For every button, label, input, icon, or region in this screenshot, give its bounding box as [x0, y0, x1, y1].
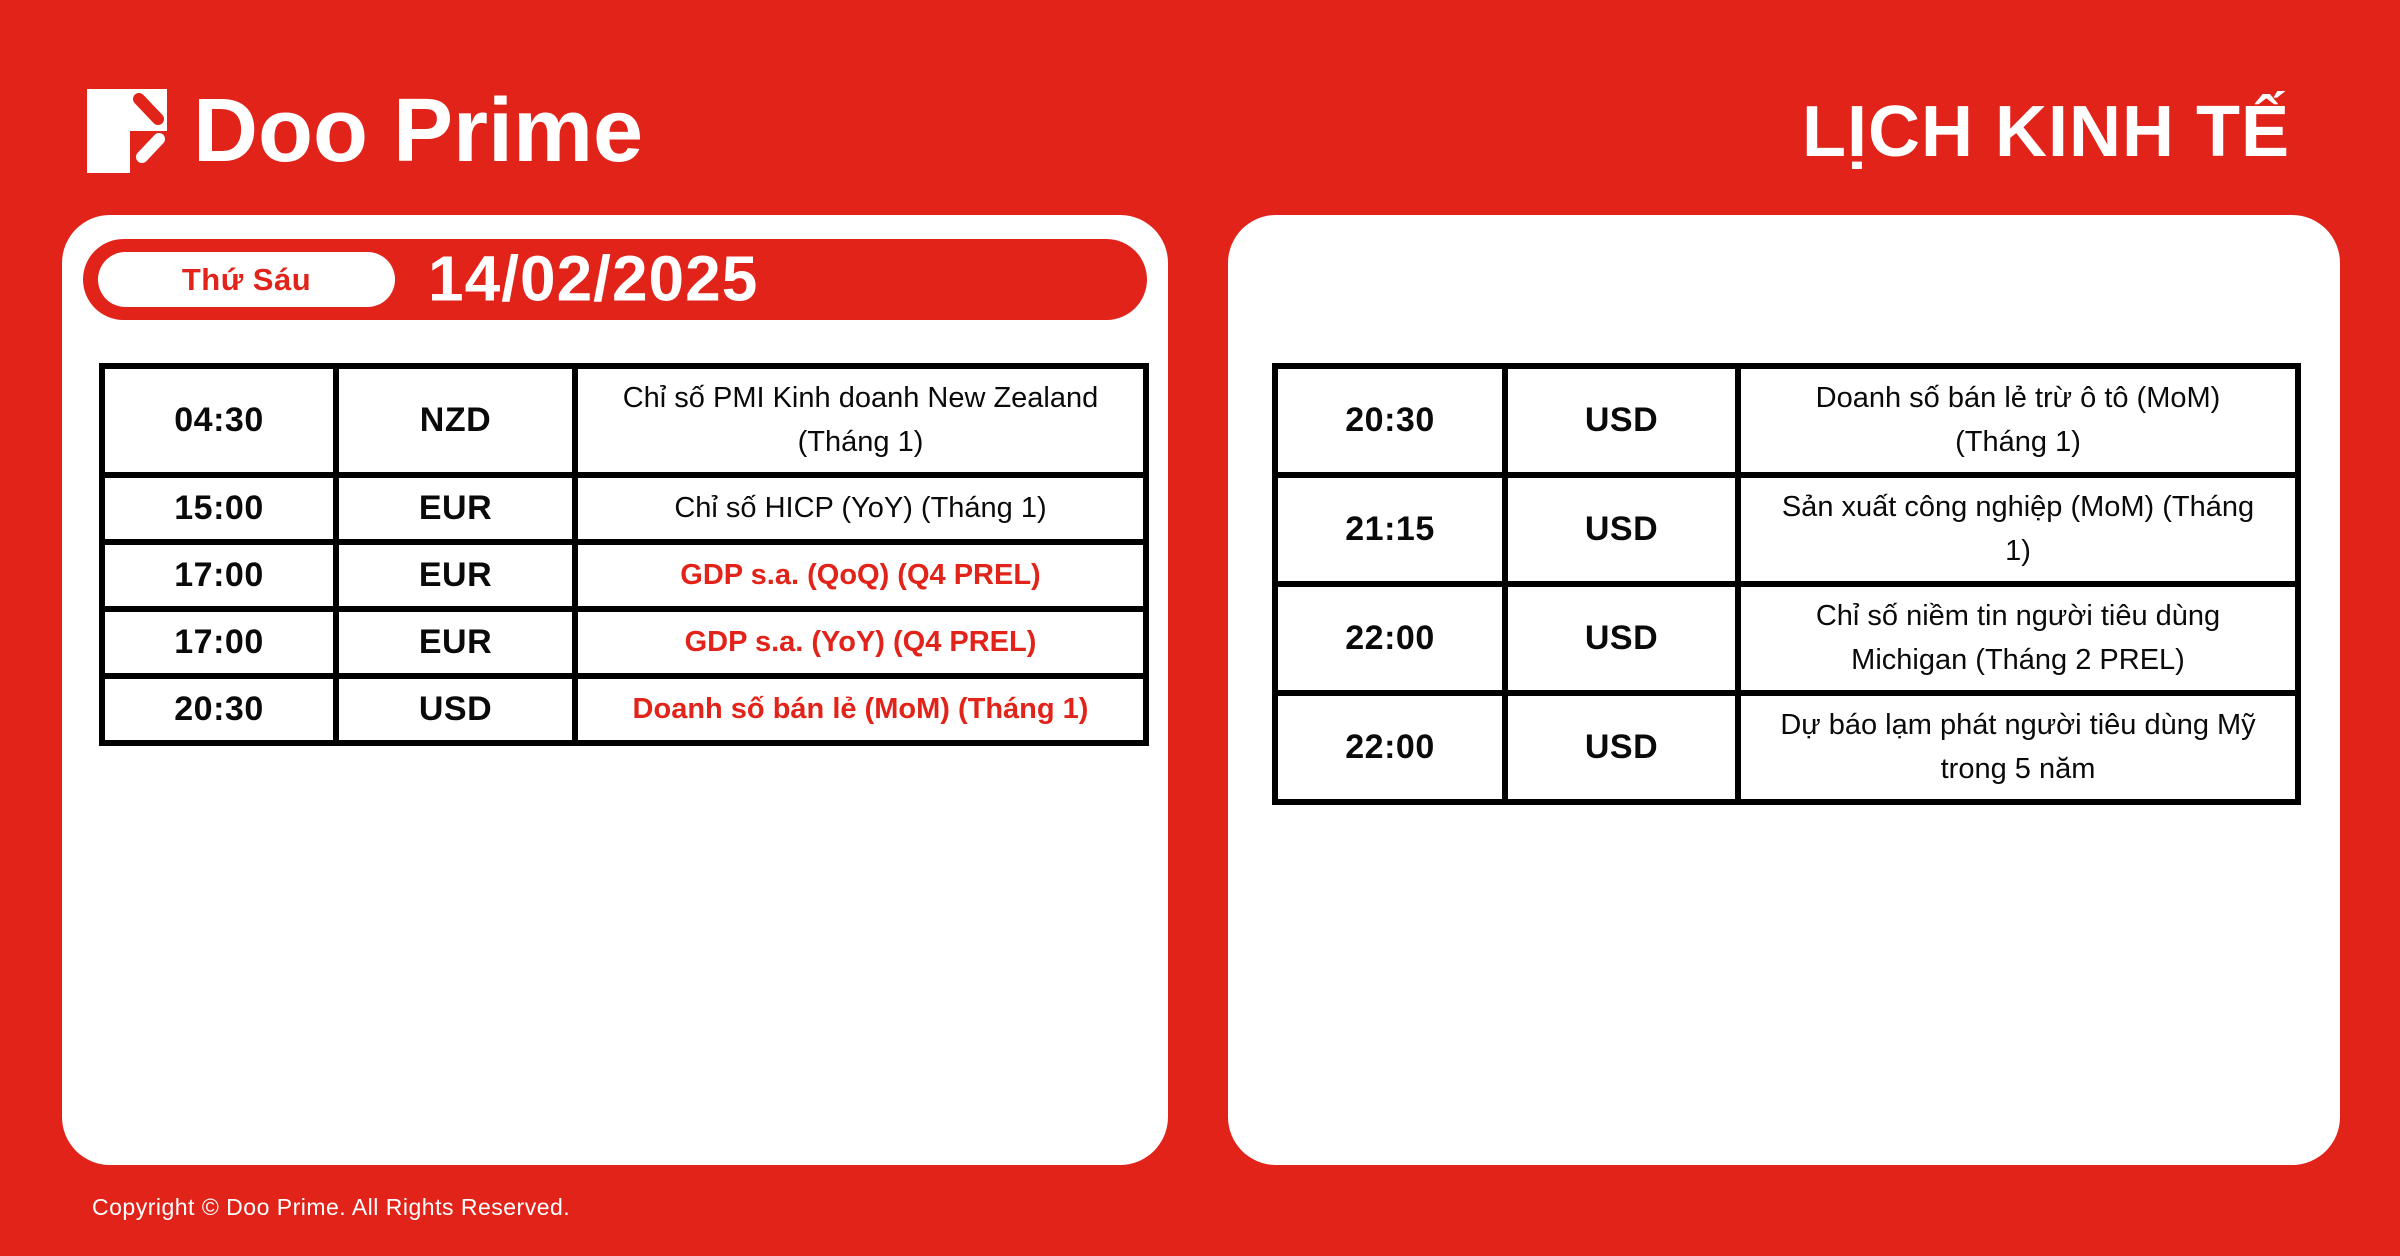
table-row: 17:00 EUR GDP s.a. (YoY) (Q4 PREL) — [99, 606, 1149, 679]
event-cell: GDP s.a. (YoY) (Q4 PREL) — [572, 606, 1149, 679]
time-cell: 22:00 — [1272, 581, 1508, 696]
table-row: 20:30 USD Doanh số bán lẻ (MoM) (Tháng 1… — [99, 673, 1149, 746]
copyright-text: Copyright © Doo Prime. All Rights Reserv… — [92, 1194, 571, 1220]
table-row: 22:00 USD Dự báo lạm phát người tiêu dùn… — [1272, 690, 2301, 805]
table-row: 17:00 EUR GDP s.a. (QoQ) (Q4 PREL) — [99, 539, 1149, 612]
left-events-table: 04:30 NZD Chỉ số PMI Kinh doanh New Zeal… — [99, 363, 1149, 746]
event-cell: Chỉ số HICP (YoY) (Tháng 1) — [572, 472, 1149, 545]
currency-cell: USD — [1502, 690, 1741, 805]
time-cell: 17:00 — [99, 539, 339, 612]
table-row: 15:00 EUR Chỉ số HICP (YoY) (Tháng 1) — [99, 472, 1149, 545]
event-cell: Chỉ số niềm tin người tiêu dùng Michigan… — [1735, 581, 2301, 696]
event-cell: Doanh số bán lẻ trừ ô tô (MoM) (Tháng 1) — [1735, 363, 2301, 478]
table-row: 20:30 USD Doanh số bán lẻ trừ ô tô (MoM)… — [1272, 363, 2301, 478]
currency-cell: EUR — [333, 472, 578, 545]
table-row: 21:15 USD Sản xuất công nghiệp (MoM) (Th… — [1272, 472, 2301, 587]
currency-cell: USD — [1502, 363, 1741, 478]
event-cell: Doanh số bán lẻ (MoM) (Tháng 1) — [572, 673, 1149, 746]
time-cell: 17:00 — [99, 606, 339, 679]
brand-name: Doo Prime — [193, 81, 644, 181]
time-cell: 20:30 — [1272, 363, 1508, 478]
doo-prime-logo-icon — [87, 89, 167, 173]
event-cell: Chỉ số PMI Kinh doanh New Zealand (Tháng… — [572, 363, 1149, 478]
event-cell: GDP s.a. (QoQ) (Q4 PREL) — [572, 539, 1149, 612]
event-cell: Dự báo lạm phát người tiêu dùng Mỹ trong… — [1735, 690, 2301, 805]
currency-cell: USD — [1502, 581, 1741, 696]
left-panel: Thứ Sáu 14/02/2025 04:30 NZD Chỉ số PMI … — [62, 215, 1168, 1165]
date-bar: Thứ Sáu 14/02/2025 — [83, 239, 1147, 320]
weekday-pill: Thứ Sáu — [98, 252, 395, 307]
currency-cell: EUR — [333, 606, 578, 679]
time-cell: 04:30 — [99, 363, 339, 478]
currency-cell: USD — [1502, 472, 1741, 587]
page-title: LỊCH KINH TẾ — [1802, 92, 2290, 172]
currency-cell: NZD — [333, 363, 578, 478]
time-cell: 15:00 — [99, 472, 339, 545]
right-panel: 20:30 USD Doanh số bán lẻ trừ ô tô (MoM)… — [1228, 215, 2340, 1165]
weekday-label: Thứ Sáu — [181, 261, 312, 297]
table-row: 22:00 USD Chỉ số niềm tin người tiêu dùn… — [1272, 581, 2301, 696]
currency-cell: USD — [333, 673, 578, 746]
time-cell: 20:30 — [99, 673, 339, 746]
time-cell: 21:15 — [1272, 472, 1508, 587]
time-cell: 22:00 — [1272, 690, 1508, 805]
currency-cell: EUR — [333, 539, 578, 612]
event-cell: Sản xuất công nghiệp (MoM) (Tháng 1) — [1735, 472, 2301, 587]
right-events-table: 20:30 USD Doanh số bán lẻ trừ ô tô (MoM)… — [1272, 363, 2301, 805]
table-row: 04:30 NZD Chỉ số PMI Kinh doanh New Zeal… — [99, 363, 1149, 478]
brand: Doo Prime — [87, 86, 643, 176]
date-text: 14/02/2025 — [428, 242, 759, 315]
